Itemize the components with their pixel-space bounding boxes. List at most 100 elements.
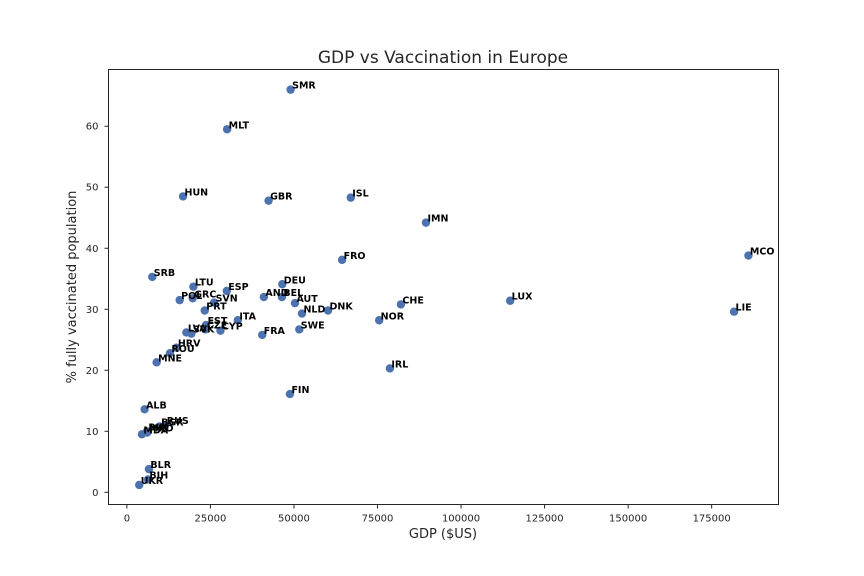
data-point-dnk [323, 306, 333, 315]
data-point-nor [374, 316, 384, 325]
data-point-mlt [222, 125, 232, 134]
y-tick-label: 40 [86, 244, 99, 255]
data-point-irl [385, 364, 395, 373]
point-label-dnk: DNK [330, 301, 354, 312]
x-axis-ticks: 0 25000 50000 75000 100000 125000 150000 175000 [124, 504, 731, 525]
labels-layer: SMR MLT HUN GBR ISL IMN MCO FRO SRB LTU ESP DEU POLG… [141, 81, 775, 487]
point-label-deu: DEU [284, 275, 306, 286]
chart-title: GDP vs Vaccination in Europe [318, 48, 568, 68]
point-label-fro: FRO [344, 251, 366, 262]
point-label-aut: AUT [296, 294, 318, 305]
data-point-gbr [264, 196, 273, 205]
point-label-hrv: HRV [178, 339, 201, 350]
x-tick-label: 150000 [609, 514, 647, 525]
data-point-smr [286, 85, 295, 94]
point-label-prt: PRT [206, 301, 227, 312]
y-tick-label: 10 [86, 427, 99, 438]
data-point-grc [188, 294, 197, 303]
x-tick-label: 25000 [195, 514, 227, 525]
point-label-alb: ALB [146, 400, 167, 411]
point-label-lux: LUX [512, 292, 533, 303]
point-label-nor: NOR [381, 311, 405, 322]
data-point-hrv [172, 343, 181, 352]
point-label-gbr: GBR [270, 192, 293, 203]
point-label-bgr: BGR [161, 417, 184, 428]
y-tick-label: 20 [86, 366, 99, 377]
point-label-che: CHE [402, 295, 423, 306]
point-label-blr: BLR [150, 460, 171, 471]
point-label-fin: FIN [291, 385, 309, 396]
data-point-swe [295, 325, 304, 334]
x-tick-label: 50000 [278, 514, 310, 525]
y-tick-label: 50 [86, 183, 99, 194]
data-point-alb [140, 405, 149, 414]
data-point-svn [209, 298, 219, 307]
y-tick-label: 60 [86, 122, 99, 133]
points-layer [135, 85, 753, 490]
data-point-che [396, 300, 406, 309]
data-point-mne [152, 358, 161, 367]
data-point-mco [744, 251, 753, 260]
point-label-nld: NLD [303, 305, 325, 316]
point-label-ukr: UKR [141, 476, 164, 487]
point-label-rus: RUS [167, 416, 189, 427]
data-point-cze [201, 325, 210, 334]
data-point-hun [178, 192, 188, 201]
point-label-ltu: LTU [195, 278, 214, 289]
data-point-bih [143, 475, 153, 484]
data-point-blr [144, 464, 154, 474]
data-point-fin [285, 389, 295, 399]
plot-frame [108, 69, 779, 505]
data-point-prt [200, 306, 209, 315]
x-tick-label: 0 [124, 514, 130, 525]
data-point-ukr [135, 480, 144, 490]
data-point-nld [297, 309, 307, 318]
point-label-bih: BIH [148, 422, 167, 433]
point-label-cyp: CYP [222, 322, 243, 333]
point-label-mkd: MKD [149, 424, 174, 435]
point-label-swe: SWE [301, 320, 325, 331]
x-tick-label: 100000 [442, 514, 480, 525]
y-axis-title: % fully vaccinated population [65, 191, 80, 384]
data-point-rou [165, 348, 175, 358]
x-tick-label: 175000 [693, 514, 731, 525]
point-label-and: AND [265, 288, 288, 299]
point-label-grc: GRC [194, 289, 216, 300]
data-point-rus [161, 420, 170, 430]
point-label-lie: LIE [736, 303, 752, 314]
point-label-mne: MNE [158, 353, 182, 364]
data-point-isl [346, 193, 355, 202]
y-axis-ticks: 0 10 20 30 40 50 60 [86, 122, 109, 499]
point-label-bel: BEL [283, 288, 303, 299]
data-point-deu [278, 280, 287, 289]
point-label-ita: ITA [239, 311, 256, 322]
point-label-srb: SRB [154, 268, 175, 279]
data-point-svk [187, 329, 196, 338]
data-point-fro [337, 255, 347, 265]
point-label-imn: IMN [427, 214, 448, 225]
data-point-aut [290, 298, 300, 308]
point-label-bih: BIH [149, 470, 168, 481]
data-point-and [259, 292, 269, 302]
data-point-ltu [189, 282, 198, 291]
data-point-lie [729, 307, 739, 316]
point-label-mco: MCO [750, 247, 775, 258]
y-tick-label: 0 [92, 488, 98, 499]
data-point-lux [505, 296, 515, 305]
data-point-cyp [216, 326, 225, 335]
point-label-pol: POL [181, 291, 202, 302]
point-label-lva: LVA [188, 323, 207, 334]
data-point-mda [137, 430, 147, 439]
x-tick-label: 75000 [362, 514, 394, 525]
data-point-pol [175, 295, 184, 305]
point-label-mlt: MLT [229, 120, 250, 131]
point-label-fra: FRA [264, 326, 286, 337]
point-label-rou: ROU [171, 344, 194, 355]
data-point-bel [277, 292, 287, 302]
point-label-svn: SVN [216, 294, 238, 305]
point-label-est: EST [208, 316, 228, 327]
data-point-fra [258, 330, 267, 340]
data-point-imn [421, 218, 431, 227]
data-point-srb [148, 272, 157, 282]
